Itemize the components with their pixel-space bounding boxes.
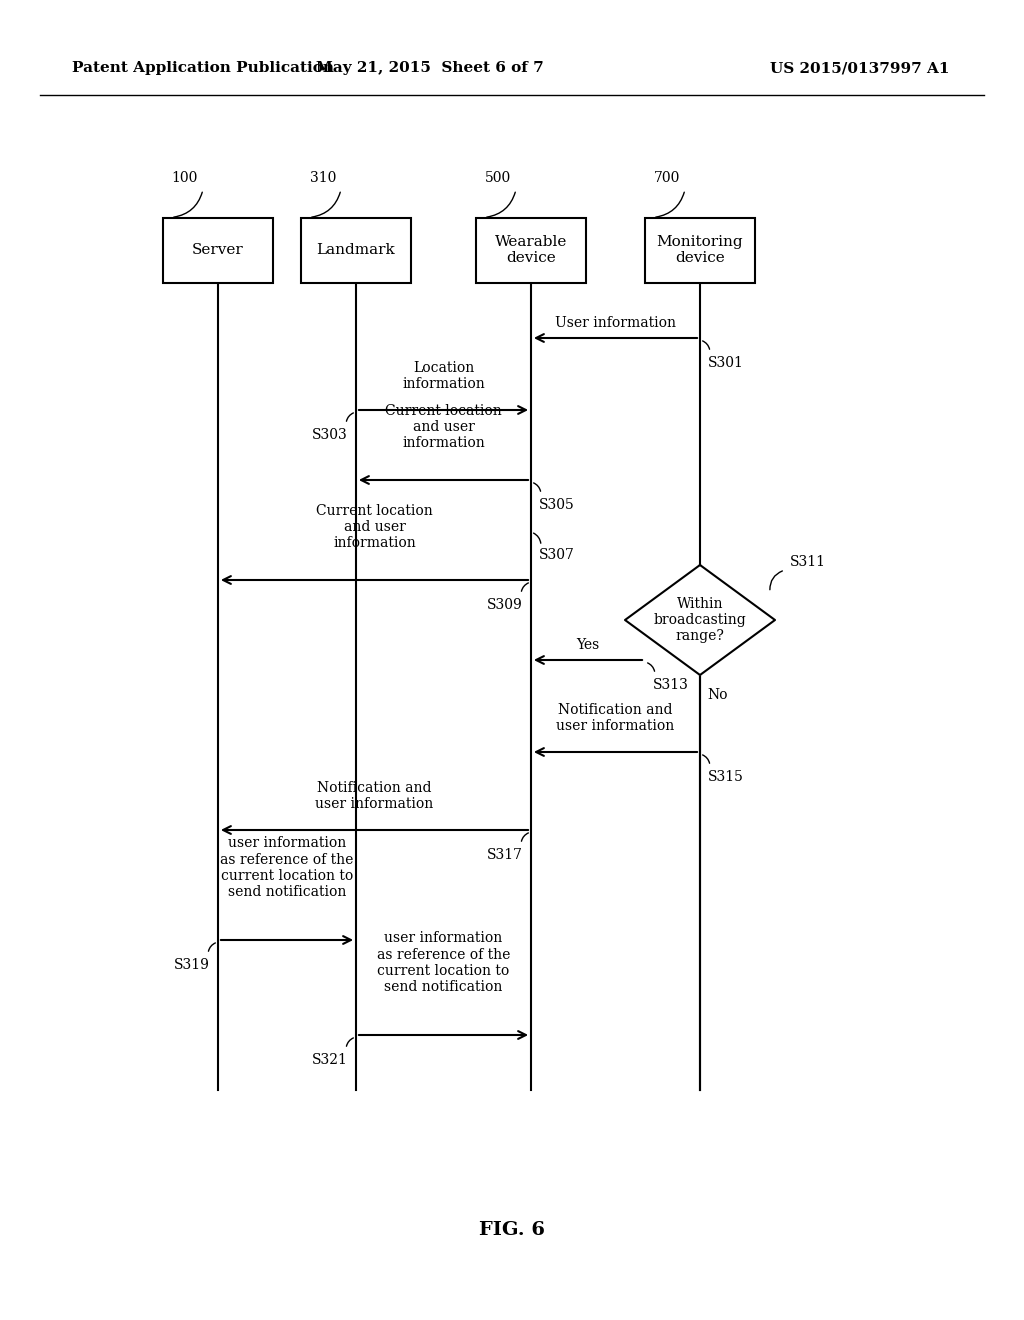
Text: Server: Server bbox=[193, 243, 244, 257]
Text: S319: S319 bbox=[174, 958, 210, 972]
Text: S307: S307 bbox=[539, 548, 574, 562]
Text: user information
as reference of the
current location to
send notification: user information as reference of the cur… bbox=[220, 837, 353, 899]
FancyBboxPatch shape bbox=[645, 218, 755, 282]
Text: S303: S303 bbox=[312, 428, 348, 442]
Text: S317: S317 bbox=[487, 847, 523, 862]
Text: May 21, 2015  Sheet 6 of 7: May 21, 2015 Sheet 6 of 7 bbox=[316, 61, 544, 75]
Text: Notification and
user information: Notification and user information bbox=[556, 702, 675, 733]
Text: FIG. 6: FIG. 6 bbox=[479, 1221, 545, 1239]
Text: S305: S305 bbox=[539, 498, 574, 512]
Text: Landmark: Landmark bbox=[316, 243, 395, 257]
Text: 500: 500 bbox=[484, 170, 511, 185]
Text: S311: S311 bbox=[790, 554, 826, 569]
FancyBboxPatch shape bbox=[301, 218, 411, 282]
Text: Within
broadcasting
range?: Within broadcasting range? bbox=[653, 597, 746, 643]
Text: Patent Application Publication: Patent Application Publication bbox=[72, 61, 334, 75]
Text: S309: S309 bbox=[487, 598, 523, 612]
Text: Notification and
user information: Notification and user information bbox=[315, 781, 433, 810]
Text: Monitoring
device: Monitoring device bbox=[656, 235, 743, 265]
Text: US 2015/0137997 A1: US 2015/0137997 A1 bbox=[770, 61, 950, 75]
Text: Yes: Yes bbox=[577, 638, 600, 652]
Text: User information: User information bbox=[555, 315, 676, 330]
Text: user information
as reference of the
current location to
send notification: user information as reference of the cur… bbox=[377, 932, 510, 994]
FancyBboxPatch shape bbox=[163, 218, 273, 282]
Text: No: No bbox=[707, 688, 727, 702]
Text: Current location
and user
information: Current location and user information bbox=[316, 504, 433, 550]
Text: Location
information: Location information bbox=[402, 360, 485, 391]
Text: Current location
and user
information: Current location and user information bbox=[385, 404, 502, 450]
Text: Wearable
device: Wearable device bbox=[495, 235, 567, 265]
Text: S321: S321 bbox=[312, 1053, 348, 1067]
Text: 100: 100 bbox=[172, 170, 198, 185]
Polygon shape bbox=[625, 565, 775, 675]
FancyBboxPatch shape bbox=[476, 218, 586, 282]
Text: S313: S313 bbox=[653, 678, 689, 692]
Text: S315: S315 bbox=[708, 770, 743, 784]
Text: 700: 700 bbox=[653, 170, 680, 185]
Text: 310: 310 bbox=[309, 170, 336, 185]
Text: S301: S301 bbox=[708, 356, 743, 370]
